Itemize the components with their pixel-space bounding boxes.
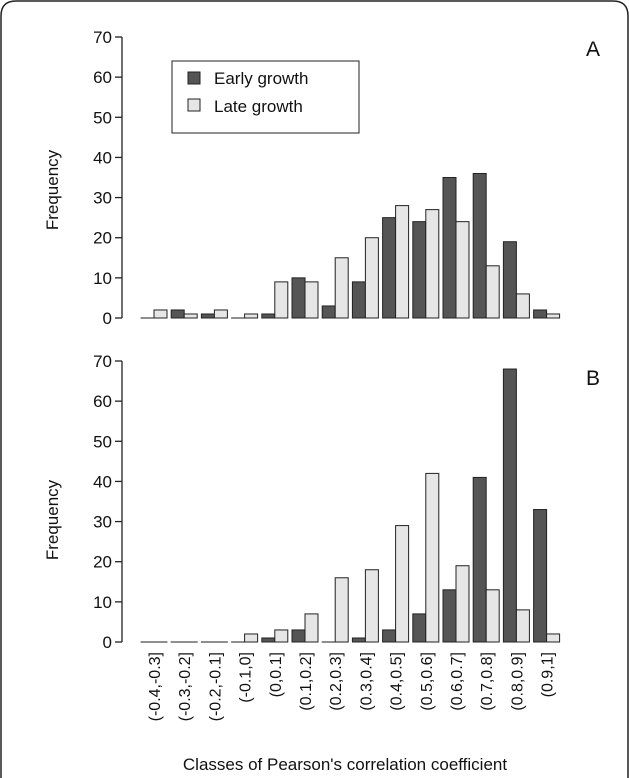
category-tick-labels: (-0.4,-0.3] (-0.3,-0.2] (-0.2,-0.1] (-0.1,0…	[147, 652, 557, 721]
panel-a-bar-early-13	[533, 309, 548, 319]
x-axis-label: Classes of Pearson's correlation coeffic…	[183, 755, 507, 774]
panel-a-bar-late-10	[455, 221, 470, 319]
category-tick-label: (0.2,0.3]	[328, 652, 345, 711]
panel-a-bar-late-13	[546, 313, 561, 319]
panel-b-bar-early-8	[382, 629, 397, 643]
panel-b-y-tick-label: 40	[93, 472, 112, 491]
panel-a-bar-early-9	[412, 221, 427, 319]
panel-b-bar-late-3	[244, 633, 259, 643]
legend-swatch-late-growth	[187, 98, 201, 112]
category-tick-label: (-0.3,-0.2]	[177, 652, 194, 721]
panel-a-bar-early-1	[170, 309, 185, 319]
panel-b-bar-early-10	[442, 589, 457, 643]
panel-b-bar-late-11	[485, 589, 500, 643]
panel-b-bar-late-5	[304, 613, 319, 643]
panel-a-y-tick-label: 70	[93, 28, 112, 47]
category-tick-label: (0.4,0.5]	[389, 652, 406, 711]
panel-b-y-tick-label: 10	[93, 593, 112, 612]
category-tick-label: (0,0.1]	[268, 652, 285, 697]
panel-a-bar-late-11	[485, 265, 500, 319]
panel-a-bar-early-8	[382, 217, 397, 319]
category-tick-label: (0.5,0.6]	[419, 652, 436, 711]
panel-b-bar-early-5	[291, 629, 306, 643]
panel-a-bar-early-11	[472, 172, 487, 319]
panel-a-bar-early-12	[502, 241, 517, 319]
panel-b-bar-early-7	[351, 637, 366, 643]
legend-box	[171, 60, 360, 134]
panel-a-bar-late-5	[304, 281, 319, 319]
category-tick-label: (0.8,0.9]	[509, 652, 526, 711]
panel-b-y-tick-label: 50	[93, 432, 112, 451]
panel-b-bar-late-10	[455, 565, 470, 643]
panel-b-bar-early-13	[533, 509, 548, 643]
legend-label-early-growth: Early growth	[214, 69, 308, 88]
panel-a-bar-late-4	[274, 281, 289, 319]
panel-b-y-tick-label: 60	[93, 392, 112, 411]
panel-a-y-tick-label: 40	[93, 148, 112, 167]
panel-b-y-tick-label: 30	[93, 513, 112, 532]
panel-a-label: A	[586, 38, 600, 61]
panel-a-bar-early-7	[351, 281, 366, 319]
legend: Early growth Late growth	[171, 60, 360, 134]
panel-b-bar-late-9	[425, 472, 440, 643]
panel-a-y-tick-label: 60	[93, 68, 112, 87]
panel-a-y-tick-label: 0	[103, 309, 112, 328]
panel-a-y-tick-label: 50	[93, 108, 112, 127]
panel-b-bars	[140, 368, 561, 643]
panel-a-bars	[140, 172, 561, 319]
panel-a: A Frequency 0 10 20 30 40 50 60 70 Early growth…	[43, 28, 600, 328]
legend-label-late-growth: Late growth	[214, 97, 303, 116]
panel-b-bar-late-6	[334, 577, 349, 643]
panel-a-bar-early-6	[321, 305, 336, 319]
category-tick-label: (-0.4,-0.3]	[147, 652, 164, 721]
panel-a-bar-late-2	[213, 309, 228, 319]
panel-b-y-tick-label: 70	[93, 352, 112, 371]
category-tick-label: (0.7,0.8]	[479, 652, 496, 711]
category-tick-label: (-0.2,-0.1]	[207, 652, 224, 721]
panel-a-y-tick-label: 30	[93, 189, 112, 208]
panel-b-bar-early-9	[412, 613, 427, 643]
panel-b-y-tick-label: 20	[93, 553, 112, 572]
panel-a-bar-early-10	[442, 177, 457, 319]
panel-a-bar-late-8	[395, 205, 410, 319]
panel-b-bar-late-12	[515, 609, 530, 643]
category-tick-label: (0.9,1]	[540, 652, 557, 697]
panel-b-y-axis-label: Frequency	[43, 479, 62, 560]
category-tick-label: (0.3,0.4]	[358, 652, 375, 711]
panel-a-y-axis-label: Frequency	[43, 149, 62, 230]
category-tick-label: (0.1,0.2]	[298, 652, 315, 711]
panel-a-bar-late-7	[364, 237, 379, 319]
panel-b-bar-early-11	[472, 476, 487, 643]
panel-b-y-tick-label: 0	[103, 633, 112, 652]
panel-a-y-tick-label: 10	[93, 269, 112, 288]
panel-a-bar-late-0	[153, 309, 168, 319]
panel-b-bar-late-7	[364, 569, 379, 643]
panel-a-bar-early-2	[200, 313, 215, 319]
panel-b-label: B	[586, 367, 600, 390]
category-tick-label: (-0.1,0]	[238, 652, 255, 703]
panel-a-bar-late-1	[183, 313, 198, 319]
panel-a-y-axis: 0 10 20 30 40 50 60 70	[93, 28, 123, 328]
panel-b-bar-early-12	[502, 368, 517, 643]
panel-a-bar-early-4	[261, 313, 276, 319]
panel-a-bar-late-3	[244, 313, 259, 319]
panel-b-bar-late-13	[546, 633, 561, 643]
category-tick-label: (0.6,0.7]	[449, 652, 466, 711]
panel-b-bar-late-4	[274, 629, 289, 643]
panel-b-bar-late-8	[395, 525, 410, 643]
panel-a-bar-early-5	[291, 277, 306, 319]
legend-swatch-early-growth	[187, 71, 201, 85]
panel-a-bar-late-6	[334, 257, 349, 319]
panel-a-y-tick-label: 20	[93, 229, 112, 248]
panel-a-bar-late-9	[425, 209, 440, 319]
panel-b-bar-early-4	[261, 637, 276, 643]
panel-b-y-axis: 0 10 20 30 40 50 60 70	[93, 352, 123, 652]
panel-a-bar-late-12	[515, 293, 530, 319]
